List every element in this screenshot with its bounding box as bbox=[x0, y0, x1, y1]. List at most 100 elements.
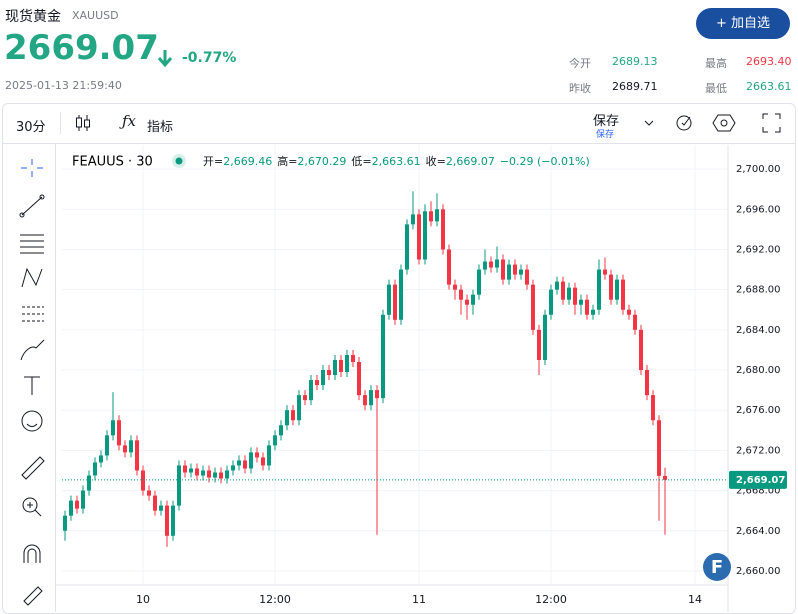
chevron[interactable] bbox=[644, 120, 654, 126]
candle-body bbox=[219, 472, 223, 479]
candle-body bbox=[495, 259, 499, 268]
candle-body bbox=[597, 269, 601, 310]
left-toolbar-divider bbox=[55, 144, 56, 612]
candle-body bbox=[615, 279, 619, 300]
candle-body bbox=[183, 465, 187, 473]
candle-body bbox=[573, 287, 577, 305]
emoji-tool[interactable] bbox=[21, 410, 43, 432]
candle-body bbox=[519, 269, 523, 275]
save-subtitle: 保存 bbox=[596, 130, 615, 140]
candle-body bbox=[63, 515, 67, 531]
last-price-label: 2,669.07 bbox=[736, 475, 785, 486]
lock-tool[interactable] bbox=[23, 586, 43, 606]
candle-body bbox=[147, 490, 151, 496]
separator bbox=[60, 112, 61, 134]
fullscreen-icon[interactable] bbox=[762, 113, 781, 133]
watermark-logo bbox=[703, 553, 731, 581]
tool-dot bbox=[19, 212, 25, 218]
candle-body bbox=[261, 457, 265, 466]
timestamp: 2025-01-13 21:59:40 bbox=[5, 79, 122, 92]
candle-body bbox=[105, 435, 109, 456]
candle-body bbox=[135, 440, 139, 471]
y-tick-label: 2,680.00 bbox=[736, 365, 781, 376]
stat-label: 最低 bbox=[705, 82, 727, 95]
legend-item: −0.29 (−0.01%) bbox=[500, 155, 590, 168]
candle-body bbox=[513, 264, 517, 275]
candle-body bbox=[657, 420, 661, 476]
candle-body bbox=[153, 495, 157, 511]
candle-body bbox=[585, 299, 589, 315]
candle-body bbox=[279, 425, 283, 436]
legend-item: 收= bbox=[426, 154, 446, 168]
legend-item: 开= bbox=[203, 155, 223, 168]
candle-body bbox=[165, 505, 169, 536]
zoom-tool[interactable] bbox=[22, 497, 38, 513]
projection-tool[interactable] bbox=[22, 306, 44, 322]
stat-value: 2663.61 bbox=[746, 80, 792, 93]
candle-body bbox=[489, 261, 493, 268]
candle-body bbox=[621, 279, 625, 310]
x-tick-label: 12:00 bbox=[535, 593, 567, 606]
crosshair-tool[interactable] bbox=[21, 159, 43, 177]
candle-body bbox=[255, 452, 259, 458]
line-tool[interactable] bbox=[21, 196, 43, 216]
candle-body bbox=[249, 452, 253, 469]
fx-icon: ƒx bbox=[122, 112, 137, 130]
candle-body bbox=[639, 329, 643, 371]
y-tick-label: 2,664.00 bbox=[736, 526, 781, 537]
candle-body bbox=[87, 475, 91, 491]
price: 2669.07 bbox=[4, 28, 159, 68]
candle-body bbox=[453, 284, 457, 290]
last-price-box bbox=[729, 470, 787, 489]
y-tick-label: 2,700.00 bbox=[736, 164, 781, 175]
candle-body bbox=[375, 390, 379, 399]
candle-body bbox=[159, 505, 163, 511]
legend-item: 低= bbox=[351, 155, 371, 168]
candle-body bbox=[651, 395, 655, 421]
candle-body bbox=[633, 314, 637, 330]
ruler-tool[interactable] bbox=[21, 456, 45, 480]
brush-tool[interactable] bbox=[20, 339, 45, 361]
candle-body bbox=[141, 470, 145, 491]
candle-body bbox=[171, 505, 175, 536]
candle-body bbox=[291, 410, 295, 421]
candle-body bbox=[477, 269, 481, 295]
candle-body bbox=[507, 264, 511, 280]
candle-body bbox=[561, 281, 565, 300]
stat-label: 昨收 bbox=[569, 82, 591, 95]
indicators-button[interactable]: 指标 bbox=[147, 120, 174, 135]
candle-body bbox=[327, 370, 331, 376]
text-tool[interactable] bbox=[24, 376, 40, 395]
candle-body bbox=[189, 468, 193, 473]
candle-body bbox=[333, 359, 337, 376]
stat-label: 最高 bbox=[705, 57, 727, 70]
candle-body bbox=[243, 460, 247, 469]
candle-body bbox=[69, 500, 73, 516]
magnet-tool[interactable] bbox=[23, 544, 41, 563]
fib-tool[interactable] bbox=[20, 234, 44, 254]
alert-icon[interactable] bbox=[676, 115, 692, 131]
candle-type-button[interactable] bbox=[74, 113, 92, 133]
legend-item: 2,669.46 bbox=[223, 155, 272, 168]
candle-body bbox=[339, 359, 343, 373]
price-change: -0.77% bbox=[182, 50, 237, 66]
y-tick-label: 2,696.00 bbox=[736, 204, 781, 215]
x-tick-label: 12:00 bbox=[259, 593, 291, 606]
candle-body bbox=[99, 455, 103, 463]
watermark-letter: F bbox=[711, 557, 723, 578]
interval-button[interactable]: 30分 bbox=[16, 120, 46, 135]
alert-check bbox=[681, 116, 691, 126]
add-watchlist-button[interactable]: + 加自选 bbox=[696, 8, 790, 39]
candle-body bbox=[549, 289, 553, 315]
candle-body bbox=[75, 500, 79, 509]
pattern-tool[interactable] bbox=[21, 267, 43, 288]
emoji-smile bbox=[26, 423, 38, 427]
toolbar-divider bbox=[3, 143, 795, 144]
chart-title: FEAUUS · 30 bbox=[72, 155, 153, 170]
legend-item: 2,669.07 bbox=[446, 155, 495, 168]
settings-icon[interactable] bbox=[712, 114, 736, 132]
save-button[interactable]: 保存 bbox=[593, 114, 620, 129]
down-arrow bbox=[157, 50, 173, 68]
toolbar-icons bbox=[644, 113, 781, 133]
